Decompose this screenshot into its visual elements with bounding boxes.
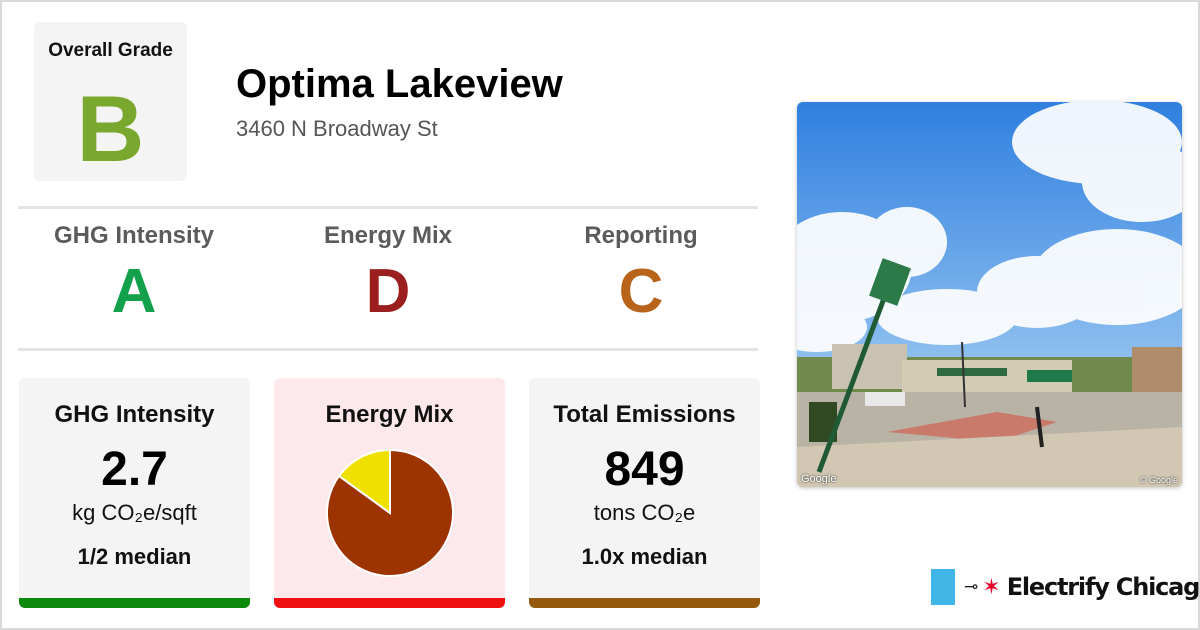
subgrade-label: Energy Mix: [323, 222, 453, 249]
energy-mix-pie-chart: [326, 448, 454, 577]
card-total-emissions: Total Emissions 849 tons CO₂e 1.0x media…: [529, 378, 760, 608]
chicago-star-icon: ✶: [982, 574, 1001, 599]
subgrade-letter: C: [618, 257, 664, 326]
card-status-bar: [274, 598, 505, 608]
building-name: Optima Lakeview: [236, 62, 563, 106]
overall-grade-label: Overall Grade: [48, 40, 173, 61]
card-title: Total Emissions: [553, 401, 736, 428]
subgrade-reporting: Reporting C: [526, 222, 756, 324]
brand-name: Electrify Chicago: [1006, 573, 1200, 601]
card-median: 1.0x median: [581, 544, 708, 569]
subgrade-label: GHG Intensity: [53, 222, 215, 249]
card-ghg-intensity: GHG Intensity 2.7 kg CO₂e/sqft 1/2 media…: [19, 378, 250, 608]
plug-icon: ⊸: [964, 577, 979, 596]
pie-slice-1: [337, 448, 391, 515]
overall-grade-letter: B: [76, 76, 145, 181]
divider-top: [18, 206, 758, 209]
card-energy-mix: Energy Mix: [274, 378, 505, 608]
subgrade-energy-mix: Energy Mix D: [273, 222, 503, 324]
photo-copyright: © Google: [1139, 475, 1178, 485]
subgrade-letter: D: [365, 257, 411, 326]
card-title: GHG Intensity: [54, 401, 215, 428]
overall-grade-box: Overall Grade B: [34, 22, 187, 181]
card-title: Energy Mix: [325, 401, 454, 428]
subgrade-letter: A: [111, 257, 157, 326]
card-unit: kg CO₂e/sqft: [72, 500, 197, 525]
subgrade-ghg-intensity: GHG Intensity A: [19, 222, 249, 324]
flag-bar-icon: [931, 569, 955, 605]
divider-middle: [18, 348, 758, 351]
electrify-chicago-logo[interactable]: ⊸ ✶ Electrify Chicago: [931, 569, 1200, 605]
subgrade-label: Reporting: [584, 222, 698, 249]
card-value: 849: [604, 443, 685, 496]
building-street-view-photo: Google © Google: [797, 102, 1182, 487]
photo-watermark: Google: [801, 473, 837, 485]
card-unit: tons CO₂e: [593, 500, 696, 525]
building-address: 3460 N Broadway St: [236, 116, 438, 141]
card-status-bar: [19, 598, 250, 608]
card-median: 1/2 median: [77, 544, 192, 569]
card-value: 2.7: [101, 443, 168, 496]
street-view-image: [797, 102, 1182, 487]
card-status-bar: [529, 598, 760, 608]
